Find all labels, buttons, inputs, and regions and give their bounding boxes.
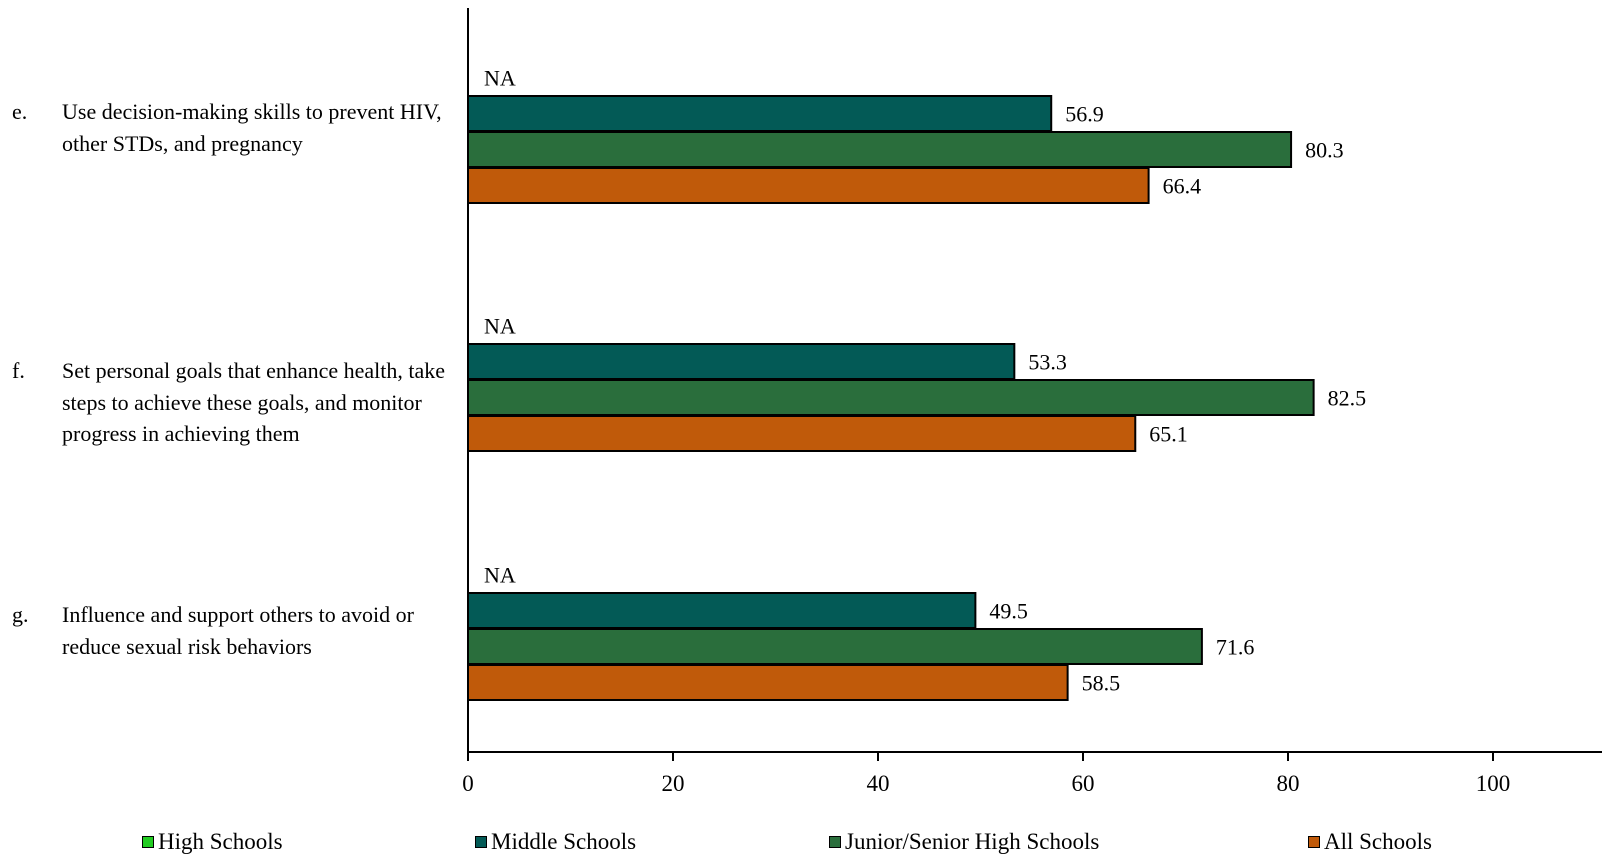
legend-item-middle-schools: Middle Schools bbox=[475, 826, 636, 858]
legend-item-high-schools: High Schools bbox=[142, 826, 283, 858]
x-ticks-group: 0 20 40 60 80 100 bbox=[462, 752, 1510, 796]
bar-value-label: 56.9 bbox=[1065, 102, 1104, 127]
x-tick-label: 100 bbox=[1476, 771, 1511, 796]
x-tick-label: 0 bbox=[462, 771, 474, 796]
bar-value-label: 66.4 bbox=[1163, 174, 1202, 199]
bar-g-middle-schools bbox=[467, 592, 977, 629]
bar-value-label: 49.5 bbox=[989, 599, 1028, 624]
legend-label: All Schools bbox=[1324, 829, 1432, 854]
legend-swatch bbox=[1308, 836, 1320, 848]
bar-value-label: 65.1 bbox=[1149, 422, 1188, 447]
bars-group bbox=[467, 95, 1315, 701]
bar-value-label-na: NA bbox=[484, 66, 516, 91]
bar-f-junior-senior-high-schools bbox=[467, 379, 1315, 416]
x-tick-label: 60 bbox=[1072, 771, 1095, 796]
category-text: Use decision-making skills to prevent HI… bbox=[62, 99, 442, 156]
legend-label: High Schools bbox=[158, 829, 283, 854]
bar-value-label: 82.5 bbox=[1328, 386, 1367, 411]
legend-swatch bbox=[142, 836, 154, 848]
bar-g-junior-senior-high-schools bbox=[467, 628, 1203, 665]
category-letter: e. bbox=[12, 99, 28, 124]
bar-labels-group: NA 56.9 80.3 66.4 NA 53.3 82.5 65.1 NA 49.5 71.6 58… bbox=[484, 66, 1366, 696]
category-text: Influence and support others to avoid or… bbox=[62, 602, 414, 659]
bar-e-junior-senior-high-schools bbox=[467, 131, 1293, 168]
bar-value-label: 80.3 bbox=[1305, 138, 1344, 163]
bar-value-label: 71.6 bbox=[1216, 635, 1255, 660]
bar-e-all-schools bbox=[467, 167, 1150, 204]
bar-value-label-na: NA bbox=[484, 314, 516, 339]
bar-value-label-na: NA bbox=[484, 563, 516, 588]
bar-e-middle-schools bbox=[467, 95, 1053, 132]
legend-swatch bbox=[475, 836, 487, 848]
x-tick-label: 40 bbox=[867, 771, 890, 796]
legend-label: Junior/Senior High Schools bbox=[845, 829, 1100, 854]
category-letter: f. bbox=[12, 358, 25, 383]
category-letter: g. bbox=[12, 602, 29, 627]
bar-value-label: 53.3 bbox=[1028, 350, 1067, 375]
bar-g-all-schools bbox=[467, 664, 1069, 701]
legend-item-junior-senior-high-schools: Junior/Senior High Schools bbox=[829, 826, 1099, 858]
x-tick-label: 80 bbox=[1277, 771, 1300, 796]
x-tick-label: 20 bbox=[662, 771, 685, 796]
legend-item-all-schools: All Schools bbox=[1308, 826, 1432, 858]
bar-f-middle-schools bbox=[467, 343, 1016, 380]
bar-value-label: 58.5 bbox=[1082, 671, 1121, 696]
bar-f-all-schools bbox=[467, 415, 1137, 452]
legend-swatch bbox=[829, 836, 841, 848]
legend-label: Middle Schools bbox=[491, 829, 637, 854]
category-text: Set personal goals that enhance health, … bbox=[62, 358, 446, 446]
